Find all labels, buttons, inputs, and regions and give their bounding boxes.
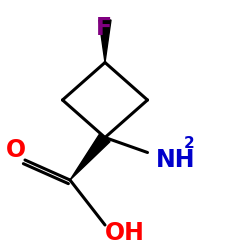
- Polygon shape: [70, 133, 110, 180]
- Text: OH: OH: [105, 220, 145, 244]
- Text: F: F: [96, 16, 112, 40]
- Polygon shape: [99, 20, 111, 62]
- Text: O: O: [6, 138, 26, 162]
- Text: NH: NH: [156, 148, 196, 172]
- Text: 2: 2: [184, 136, 194, 151]
